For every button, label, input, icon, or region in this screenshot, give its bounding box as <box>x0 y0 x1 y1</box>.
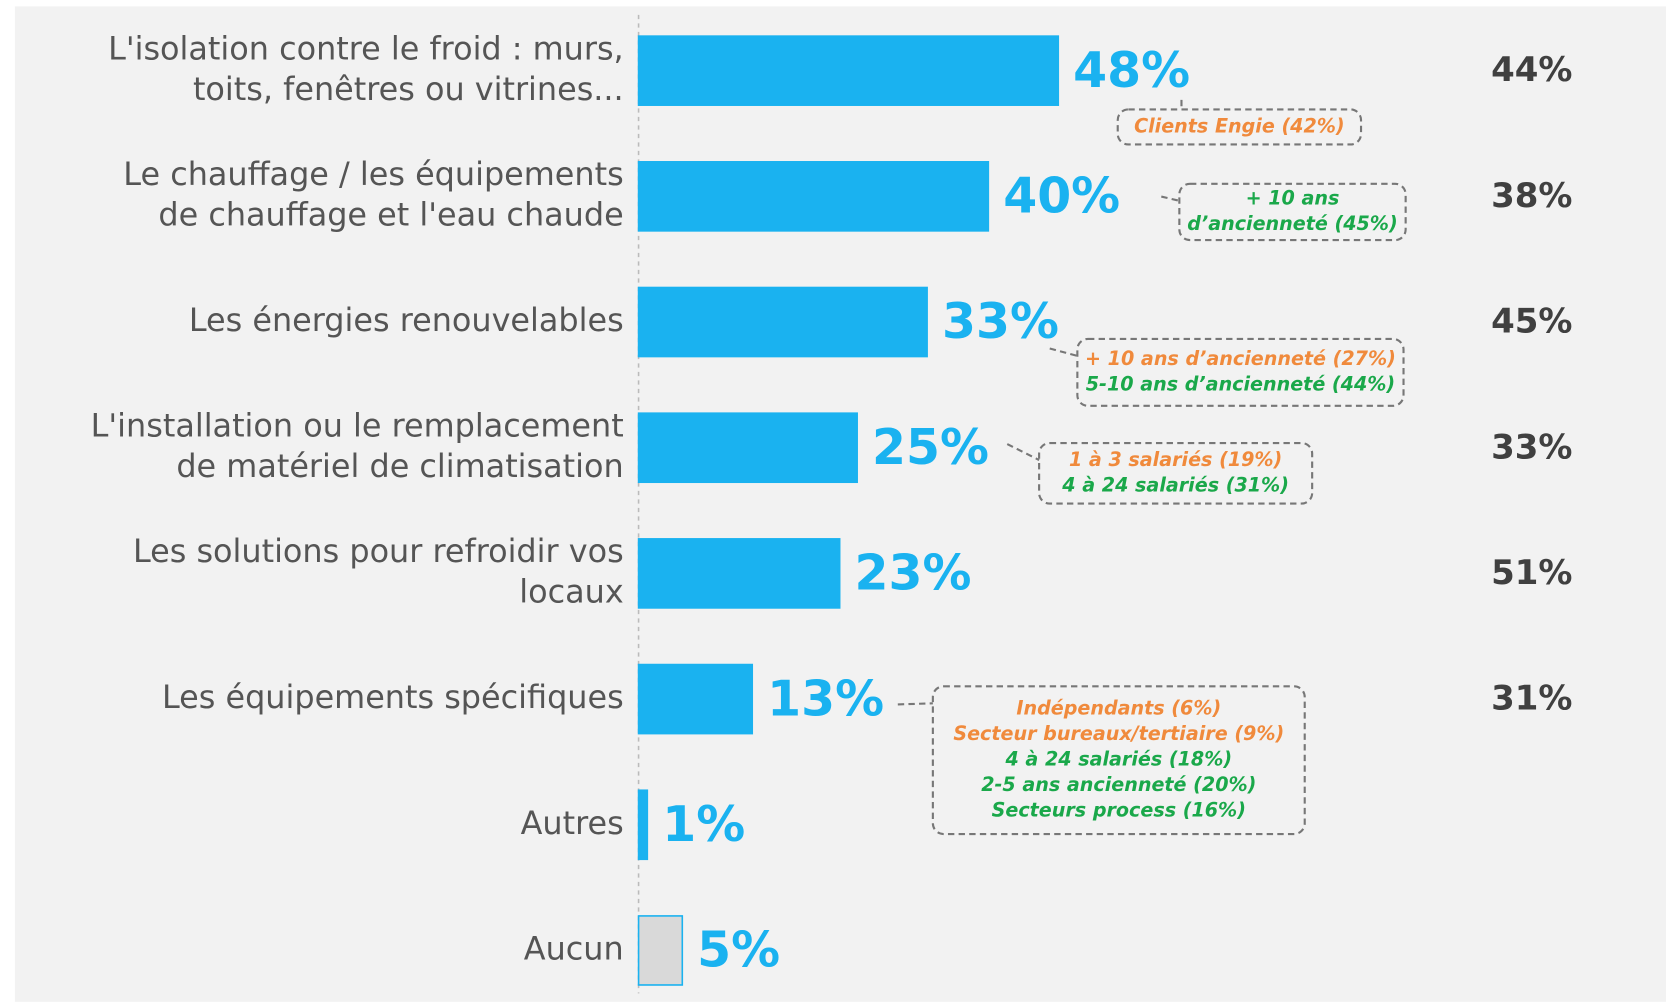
callout-text: 4 à 24 salariés (18%) <box>1004 748 1232 771</box>
callout-text: 2-5 ans ancienneté (20%) <box>981 773 1256 796</box>
callout-text: 1 à 3 salariés (19%) <box>1069 448 1282 471</box>
callout-text: Secteurs process (16%) <box>992 799 1246 822</box>
value-label: 13% <box>767 670 884 727</box>
comparison-label: 44% <box>1491 50 1572 90</box>
callout-box <box>1038 441 1314 505</box>
category-label: de matériel de climatisation <box>176 447 623 485</box>
value-label: 25% <box>872 419 989 476</box>
callout-text: 4 à 24 salariés (31%) <box>1061 474 1289 497</box>
category-label: Les équipements spécifiques <box>162 678 624 716</box>
bar <box>637 538 841 609</box>
callout-text: d’ancienneté (45%) <box>1187 212 1397 235</box>
callout-text: + 10 ans <box>1246 187 1340 210</box>
callout-pointer <box>1049 347 1078 357</box>
callout-box <box>931 685 1306 836</box>
callout-text: + 10 ans d’ancienneté (27%) <box>1085 347 1396 370</box>
value-label: 40% <box>1003 168 1120 225</box>
category-label: L'isolation contre le froid : murs, <box>108 29 624 67</box>
category-label: Aucun <box>524 929 624 967</box>
category-label: Les solutions pour refroidir vos <box>133 532 624 570</box>
callout-pointer <box>1006 443 1040 461</box>
category-label: locaux <box>519 573 623 611</box>
category-label: toits, fenêtres ou vitrines... <box>193 70 624 108</box>
value-label: 48% <box>1073 42 1190 99</box>
category-label: L'installation ou le remplacement <box>91 407 624 445</box>
bar <box>637 286 928 358</box>
comparison-label: 51% <box>1491 553 1572 593</box>
comparison-label: 31% <box>1491 679 1572 719</box>
bar <box>637 915 684 986</box>
callout-text: Secteur bureaux/tertiaire (9%) <box>953 722 1284 745</box>
callout-box <box>1178 182 1407 242</box>
bar <box>637 35 1060 106</box>
callout-text: Indépendants (6%) <box>1016 697 1221 720</box>
bar <box>637 412 858 484</box>
bar <box>637 663 754 735</box>
comparison-label: 45% <box>1491 302 1572 342</box>
callout-box <box>1116 108 1363 146</box>
value-label: 33% <box>942 293 1059 350</box>
bar <box>637 161 990 232</box>
comparison-label: 38% <box>1491 176 1572 216</box>
category-label: Les énergies renouvelables <box>189 301 624 339</box>
category-label: de chauffage et l'eau chaude <box>158 196 623 234</box>
bar <box>637 789 649 861</box>
callout-text: Clients Engie (42%) <box>1134 114 1345 137</box>
callout-pointer <box>897 702 933 706</box>
callout-pointer <box>1161 195 1180 202</box>
comparison-label: 33% <box>1491 427 1572 467</box>
category-label: Le chauffage / les équipements <box>123 155 623 193</box>
value-label: 1% <box>662 796 745 853</box>
value-label: 5% <box>697 922 780 979</box>
value-label: 23% <box>855 545 972 602</box>
category-label: Autres <box>521 804 624 842</box>
callout-box <box>1076 337 1405 407</box>
callout-text: 5-10 ans d’ancienneté (44%) <box>1086 373 1395 396</box>
